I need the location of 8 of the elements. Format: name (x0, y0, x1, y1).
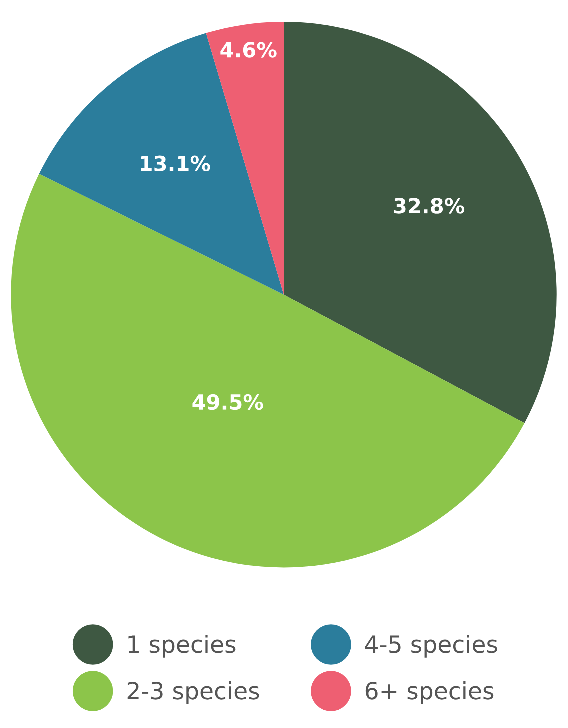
legend-label: 2-3 species (128, 682, 260, 704)
data-label: 13.1% (141, 156, 210, 172)
data-label: 32.8% (394, 198, 465, 214)
data-label: 4.6% (220, 42, 277, 58)
legend-label: 4-5 species (365, 635, 498, 658)
data-label: 49.5% (192, 394, 264, 410)
legend-label: 1 species (128, 635, 236, 658)
legend-label: 6+ species (366, 682, 494, 704)
